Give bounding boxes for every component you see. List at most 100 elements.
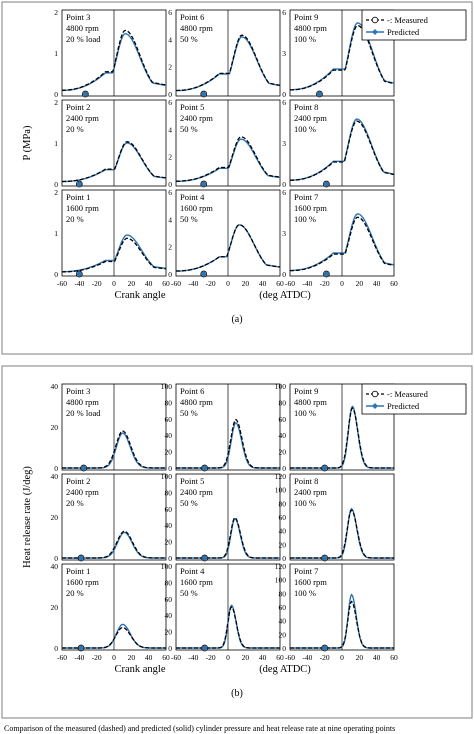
measured-series-line <box>62 530 166 559</box>
legend: -: Measured Predicted <box>361 9 467 41</box>
y-tick-label: 100 <box>275 486 287 495</box>
x-axis-unit-label: (deg ATDC) <box>259 664 311 675</box>
measured-series-line <box>290 120 395 181</box>
x-tick-label: -60 <box>57 653 67 662</box>
predicted-series-line <box>62 432 166 469</box>
x-tick-label: 20 <box>356 653 364 662</box>
measured-series-line <box>176 34 281 92</box>
y-tick-label: 6 <box>282 8 286 17</box>
legend-predicted-marker <box>372 29 378 35</box>
measured-series-line <box>62 29 167 91</box>
operating-point-label: 4800 rpm <box>180 23 213 33</box>
y-tick-label: 0 <box>54 464 58 473</box>
operating-point-label: 20 % <box>66 214 84 224</box>
measured-series-line <box>290 25 395 91</box>
operating-point-label: 1600 rpm <box>180 203 213 213</box>
x-tick-label: 60 <box>390 653 398 662</box>
y-tick-label: 40 <box>165 611 173 620</box>
legend-measured-marker <box>371 16 379 24</box>
y-tick-label: 100 <box>275 382 287 391</box>
y-tick-label: 0 <box>168 464 172 473</box>
x-axis-label: Crank angle <box>114 290 165 301</box>
x-axis-label: Crank angle <box>114 664 165 675</box>
legend-predicted-marker <box>372 403 378 409</box>
y-tick-label: 40 <box>51 562 59 571</box>
operating-point-label: 4800 rpm <box>66 397 99 407</box>
predicted-ignition-marker <box>321 464 329 472</box>
x-tick-label: 20 <box>356 279 364 288</box>
y-tick-label: 6 <box>168 8 172 17</box>
x-tick-label: -20 <box>320 653 330 662</box>
y-tick-label: 4 <box>168 125 172 134</box>
predicted-ignition-marker <box>323 180 330 188</box>
y-tick-label: 40 <box>279 617 287 626</box>
operating-point-label: 1600 rpm <box>66 203 99 213</box>
predicted-ignition-marker <box>82 90 89 98</box>
y-tick-label: 0 <box>168 180 172 189</box>
operating-point-label: 2400 rpm <box>294 487 327 497</box>
x-tick-label: 60 <box>276 653 284 662</box>
operating-point-label: Point 5 <box>180 102 204 112</box>
x-tick-label: 40 <box>259 279 267 288</box>
y-tick-label: 6 <box>168 188 172 197</box>
y-tick-label: 0 <box>168 644 172 653</box>
operating-point-label: 20 % load <box>66 34 101 44</box>
operating-point-label: 100 % <box>294 408 316 418</box>
y-tick-label: 20 <box>165 628 173 637</box>
operating-point-label: 100 % <box>294 124 316 134</box>
operating-point-label: 100 % <box>294 34 316 44</box>
predicted-series-line <box>62 234 167 273</box>
y-tick-label: 2 <box>54 98 58 107</box>
predicted-ignition-marker <box>75 270 83 278</box>
operating-point-label: 50 % <box>180 124 198 134</box>
measured-series-line <box>290 600 394 649</box>
y-tick-label: 2 <box>168 63 172 72</box>
predicted-ignition-marker <box>75 180 83 188</box>
predicted-ignition-marker <box>200 90 208 98</box>
measured-series-line <box>62 430 166 469</box>
operating-point-label: Point 4 <box>180 566 205 576</box>
x-tick-label: 20 <box>242 279 250 288</box>
operating-point-label: Point 9 <box>294 386 318 396</box>
y-tick-label: 6 <box>282 98 286 107</box>
legend-predicted-label: Predicted <box>387 401 420 411</box>
x-tick-label: 40 <box>373 279 381 288</box>
x-tick-label: 40 <box>259 653 267 662</box>
operating-point-label: 50 % <box>180 498 198 508</box>
operating-point-label: Point 1 <box>66 566 90 576</box>
y-tick-label: 6 <box>282 188 286 197</box>
operating-point-label: Point 7 <box>294 192 318 202</box>
operating-point-label: Point 3 <box>66 386 90 396</box>
predicted-series-line <box>176 604 280 649</box>
y-tick-label: 40 <box>165 521 173 530</box>
x-tick-label: 20 <box>128 653 136 662</box>
y-tick-label: 120 <box>275 562 287 571</box>
y-tick-label: 80 <box>279 398 287 407</box>
legend-predicted-label: Predicted <box>387 27 420 37</box>
y-tick-label: 4 <box>168 215 172 224</box>
y-tick-label: 1 <box>54 229 58 238</box>
operating-point-label: Point 6 <box>180 12 204 22</box>
y-tick-label: 100 <box>161 562 173 571</box>
operating-point-label: Point 8 <box>294 476 318 486</box>
x-tick-label: -40 <box>302 279 312 288</box>
predicted-ignition-marker <box>200 180 208 188</box>
y-tick-label: 120 <box>275 472 287 481</box>
y-tick-label: 2 <box>168 153 172 162</box>
y-tick-label: 0 <box>168 90 172 99</box>
operating-point-label: 100 % <box>294 588 316 598</box>
y-tick-label: 20 <box>51 603 59 612</box>
y-tick-label: 20 <box>165 448 173 457</box>
measured-series-line <box>176 516 280 559</box>
y-tick-label: 80 <box>165 578 173 587</box>
